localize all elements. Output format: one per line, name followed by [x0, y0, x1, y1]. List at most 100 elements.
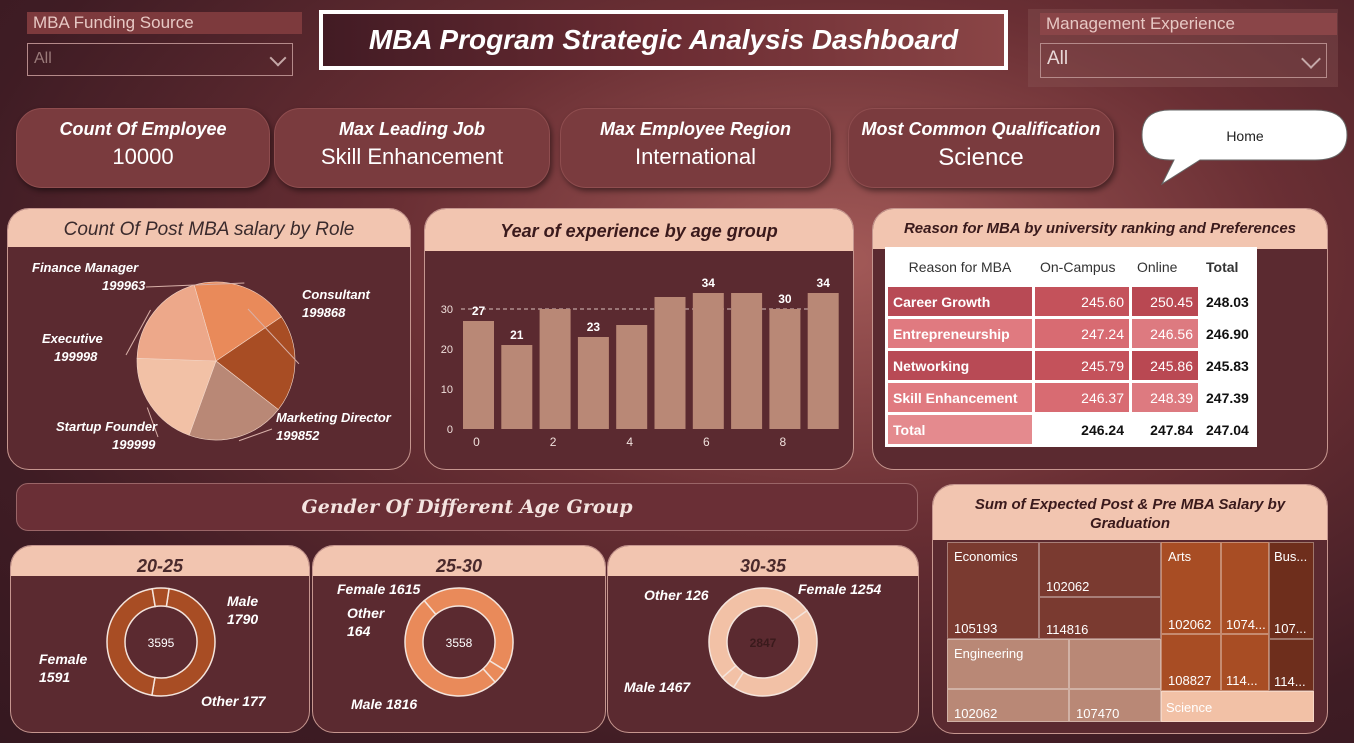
- speech-bubble-icon: [1141, 109, 1348, 186]
- salary-role-pie: Finance Manager 199963 Consultant 199868 Mar…: [32, 260, 392, 452]
- data-label: 199852: [276, 428, 320, 443]
- matrix-cell: 246.37: [1035, 383, 1129, 412]
- data-label: Startup Founder: [56, 419, 158, 434]
- treemap-label: Science: [1166, 700, 1213, 715]
- x-tick-label: 0: [473, 435, 480, 449]
- matrix-cell: Entrepreneurship: [888, 319, 1032, 348]
- matrix-cell: 247.04: [1201, 415, 1254, 444]
- bar[interactable]: [616, 325, 648, 429]
- treemap-label: Arts: [1168, 549, 1192, 564]
- home-button[interactable]: Home: [1140, 108, 1350, 188]
- leader-line: [247, 308, 300, 365]
- data-label: Other 126: [644, 587, 709, 603]
- matrix-cell: 245.83: [1201, 351, 1254, 380]
- bar[interactable]: [807, 293, 839, 429]
- treemap-cell[interactable]: 114...: [1221, 634, 1269, 691]
- treemap-cell[interactable]: Engineering: [947, 639, 1069, 689]
- data-label: 199998: [54, 349, 98, 364]
- pie-slice[interactable]: [188, 360, 279, 441]
- bar[interactable]: [577, 337, 609, 429]
- bar[interactable]: [692, 293, 724, 429]
- data-label: 1591: [39, 669, 70, 685]
- treemap-label: 107470: [1076, 706, 1120, 721]
- kpi-value: Science: [938, 144, 1024, 171]
- kpi-value: Skill Enhancement: [320, 144, 504, 169]
- matrix-cell: 245.60: [1035, 287, 1129, 316]
- data-label: Female: [39, 651, 87, 667]
- matrix-cell: 247.39: [1201, 383, 1254, 412]
- funding-slicer: MBA Funding Source All: [27, 12, 302, 77]
- matrix-cell: 248.39: [1132, 383, 1198, 412]
- bar[interactable]: [731, 293, 763, 429]
- treemap-cell[interactable]: [1069, 639, 1161, 689]
- donut-chart-30-35: 2847 Female 1254 Other 126 Male 1467: [624, 581, 881, 697]
- leader-line: [238, 428, 273, 442]
- treemap-cell[interactable]: Science: [1161, 691, 1314, 722]
- donut-slice[interactable]: [732, 609, 818, 697]
- donut-panel-25-30: 25-30 3558 Female 1615 Other 164 Male 1816: [312, 545, 606, 733]
- experience-dropdown[interactable]: All: [1040, 43, 1327, 78]
- salary-role-panel: Count Of Post MBA salary by Role Finance…: [7, 208, 411, 470]
- treemap-title: Sum of Expected Post & Pre MBA Salary by…: [933, 485, 1327, 540]
- donut-panel-30-35: 30-35 2847 Female 1254 Other 126 Male 1467: [607, 545, 919, 733]
- leader-line: [145, 282, 245, 288]
- pie-slice[interactable]: [136, 358, 217, 436]
- experience-dropdown-value: All: [1047, 48, 1069, 69]
- y-tick-label: 20: [441, 344, 453, 356]
- kpi-title: Most Common Qualification: [861, 119, 1101, 139]
- bar[interactable]: [654, 297, 686, 429]
- bar[interactable]: [501, 345, 533, 429]
- matrix-cell: 248.03: [1201, 287, 1254, 316]
- treemap-cell[interactable]: 114816: [1039, 597, 1161, 639]
- table-row: Networking 245.79 245.86 245.83: [888, 351, 1254, 380]
- bar[interactable]: [463, 321, 494, 429]
- reason-matrix-table: Reason for MBA On-Campus Online Total Career…: [885, 247, 1257, 447]
- data-label: 199868: [302, 305, 346, 320]
- kpi-max-employee-region: Max Employee Region International: [560, 108, 831, 188]
- treemap-cell[interactable]: Arts 102062: [1161, 542, 1221, 634]
- treemap-cell[interactable]: 108827: [1161, 634, 1221, 691]
- donut-slice[interactable]: [708, 587, 808, 679]
- bar[interactable]: [769, 309, 801, 429]
- x-tick-label: 8: [780, 435, 787, 449]
- treemap-cell[interactable]: 102062: [947, 689, 1069, 722]
- donut-slice[interactable]: [151, 587, 170, 608]
- treemap-label: 102062: [1168, 617, 1212, 632]
- donut-slice[interactable]: [151, 587, 216, 697]
- treemap-cell[interactable]: 114...: [1269, 639, 1314, 691]
- treemap-cell[interactable]: Economics 105193: [947, 542, 1039, 639]
- kpi-value: 10000: [112, 144, 174, 169]
- table-row: Entrepreneurship 247.24 246.56 246.90: [888, 319, 1254, 348]
- table-row: Skill Enhancement 246.37 248.39 247.39: [888, 383, 1254, 412]
- donut-slice[interactable]: [404, 599, 497, 697]
- x-tick-label: 6: [703, 435, 710, 449]
- page-title: MBA Program Strategic Analysis Dashboard: [368, 24, 959, 55]
- donut-panel-20-25: 20-25 3595 Male 1790 Female 1591 Other 177: [10, 545, 310, 733]
- pie-slice[interactable]: [193, 281, 282, 362]
- data-label: Male 1467: [624, 679, 691, 695]
- bar-data-label: 30: [778, 292, 792, 306]
- data-label: Female 1615: [337, 581, 420, 597]
- treemap-label: 107...: [1274, 621, 1307, 636]
- matrix-header: Online: [1132, 250, 1198, 284]
- treemap-cell[interactable]: 102062: [1039, 542, 1161, 597]
- treemap-cell[interactable]: Bus... 107...: [1269, 542, 1314, 639]
- kpi-title: Max Employee Region: [599, 119, 792, 139]
- treemap-cell[interactable]: 1074...: [1221, 542, 1269, 634]
- treemap-chart: Economics 105193 102062 114816 Engineering 10…: [947, 542, 1314, 722]
- treemap-cell[interactable]: 107470: [1069, 689, 1161, 722]
- bar[interactable]: [539, 309, 571, 429]
- donut-slice[interactable]: [423, 587, 514, 672]
- data-label: Finance Manager: [32, 260, 139, 275]
- pie-slice[interactable]: [215, 316, 296, 410]
- donut-chart-25-30: 3558 Female 1615 Other 164 Male 1816: [337, 581, 514, 712]
- matrix-cell: 247.84: [1132, 415, 1198, 444]
- data-label: 1790: [227, 611, 258, 627]
- gender-banner-text: Gender Of Different Age Group: [301, 496, 633, 518]
- pie-slice[interactable]: [136, 284, 217, 362]
- experience-slicer: Management Experience All: [1028, 9, 1338, 87]
- donut-title: 25-30: [313, 546, 605, 576]
- matrix-header: Total: [1201, 250, 1254, 284]
- funding-dropdown[interactable]: All: [27, 43, 293, 76]
- experience-bar-title: Year of experience by age group: [425, 209, 853, 251]
